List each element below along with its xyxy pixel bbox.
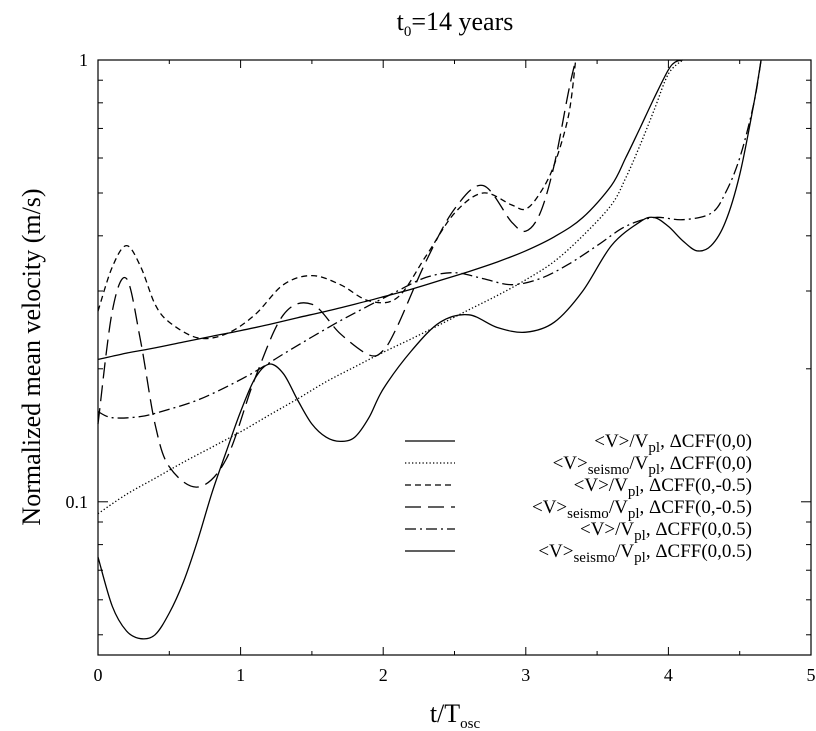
legend-text-part: <V>/V	[594, 431, 648, 452]
series-line-3	[97, 59, 577, 340]
legend-text-part: /V	[615, 541, 634, 562]
x-tick-label: 3	[521, 665, 530, 685]
legend-label: <V>seismo/Vpl, ΔCFF(0,0.5)	[538, 541, 752, 566]
y-tick-label: 1	[79, 50, 88, 70]
y-axis-title: Normalized mean velocity (m/s)	[17, 188, 46, 525]
series-line-6	[97, 59, 762, 640]
legend-text-part: pl	[634, 528, 646, 544]
legend-text-part: <V>	[538, 541, 573, 562]
legend-text-part: , ΔCFF(0,0)	[660, 431, 752, 452]
series-line-4	[97, 59, 577, 488]
legend-text-part: pl	[628, 506, 640, 522]
legend-text-part: <V>	[553, 453, 588, 474]
series-line-5	[97, 59, 762, 419]
legend-text-part: pl	[648, 440, 660, 456]
legend-text-part: pl	[628, 484, 640, 500]
series-line-1	[97, 59, 683, 361]
legend-text-part: pl	[634, 550, 646, 566]
legend-text-part: pl	[648, 462, 660, 478]
x-tick-label: 1	[236, 665, 245, 685]
legend-text-part: seismo	[588, 462, 630, 478]
ticks: 0 1 2 3 4 5 0.1 1	[66, 50, 816, 685]
x-axis-title: t/Tosc	[430, 699, 481, 731]
legend-text-part: /V	[609, 497, 628, 518]
legend: <V>/Vpl, ΔCFF(0,0)<V>seismo/Vpl, ΔCFF(0,…	[405, 431, 752, 566]
plot-area: 0 1 2 3 4 5 0.1 1	[66, 50, 816, 685]
x-tick-label: 5	[807, 665, 816, 685]
legend-text-part: , ΔCFF(0,0)	[660, 453, 752, 474]
legend-text-part: , ΔCFF(0,-0.5)	[639, 497, 752, 518]
legend-text-part: /V	[629, 453, 648, 474]
series-layer	[97, 59, 762, 640]
legend-text-part: <V>/V	[580, 519, 634, 540]
y-tick-label: 0.1	[66, 492, 89, 512]
x-tick-label: 0	[94, 665, 103, 685]
legend-text-part: seismo	[573, 550, 615, 566]
legend-label: <V>seismo/Vpl, ΔCFF(0,-0.5)	[532, 497, 752, 522]
legend-label: <V>/Vpl, ΔCFF(0,0.5)	[580, 519, 752, 544]
legend-text-part: , ΔCFF(0,-0.5)	[639, 475, 752, 496]
legend-label: <V>/Vpl, ΔCFF(0,-0.5)	[574, 475, 752, 500]
series-line-2	[97, 59, 684, 515]
legend-text-part: , ΔCFF(0,0.5)	[646, 541, 752, 562]
legend-label: <V>/Vpl, ΔCFF(0,0)	[594, 431, 752, 456]
legend-text-part: <V>	[532, 497, 567, 518]
plot-frame	[97, 59, 812, 656]
x-tick-label: 2	[379, 665, 388, 685]
legend-text-part: seismo	[567, 506, 609, 522]
legend-text-part: , ΔCFF(0,0.5)	[646, 519, 752, 540]
legend-text-part: <V>/V	[574, 475, 628, 496]
legend-label: <V>seismo/Vpl, ΔCFF(0,0)	[553, 453, 752, 478]
x-tick-label: 4	[664, 665, 673, 685]
chart-title: t0=14 years	[397, 7, 514, 40]
